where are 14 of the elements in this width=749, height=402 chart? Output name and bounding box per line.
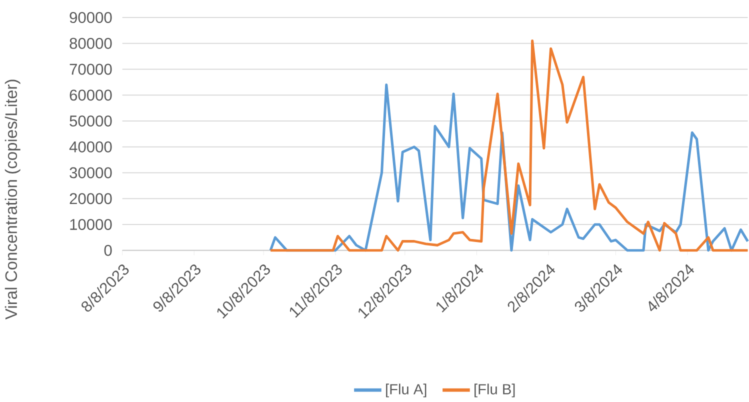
y-tick-label: 70000 — [70, 64, 112, 75]
y-tick-label: 60000 — [70, 89, 112, 101]
y-tick-label: 90000 — [70, 12, 112, 23]
legend-label: [Flu A] — [386, 384, 426, 398]
y-axis-title: Viral Concentration (copies/Liter) — [4, 80, 20, 320]
legend-label: [Flu B] — [474, 384, 515, 398]
y-tick-label: 40000 — [69, 141, 112, 152]
y-tick-label: 10000 — [70, 218, 112, 230]
y-tick-label: 0 — [104, 244, 112, 256]
line-series — [269, 39, 749, 252]
y-tick-label: 20000 — [70, 192, 112, 204]
y-tick-label: 80000 — [70, 38, 112, 49]
y-tick-label: 50000 — [70, 115, 112, 126]
y-tick-label: 30000 — [70, 167, 112, 178]
